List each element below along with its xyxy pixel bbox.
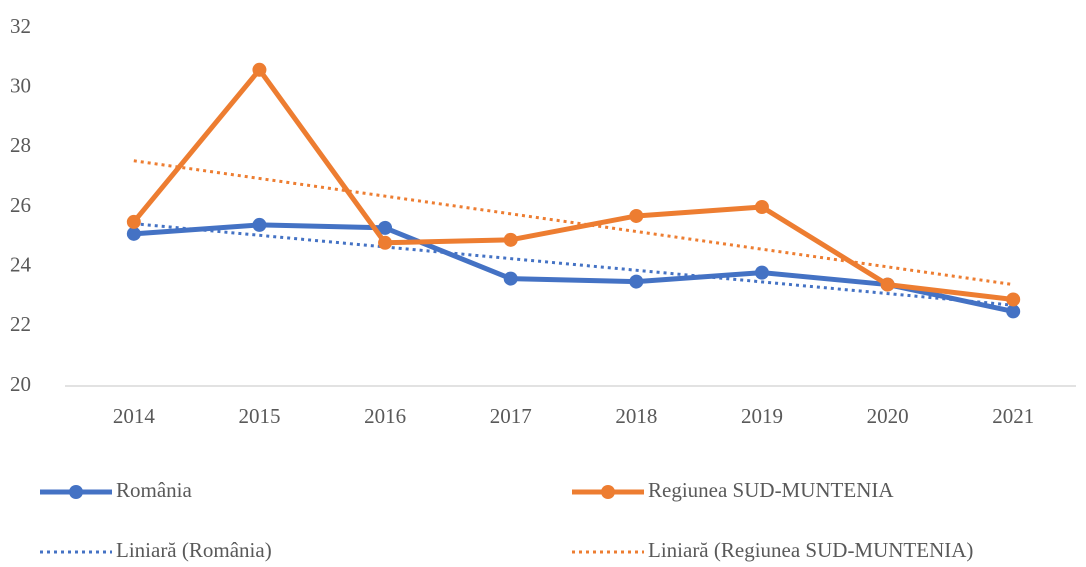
data-point [1006, 304, 1021, 319]
x-tick-label: 2021 [992, 404, 1034, 428]
data-point [378, 235, 393, 250]
legend-marker [69, 485, 83, 499]
y-tick-label: 30 [10, 73, 31, 97]
data-point [252, 217, 267, 232]
data-point [378, 220, 393, 235]
series-line [131, 67, 1014, 302]
legend-label: Liniară (Regiunea SUD-MUNTENIA) [648, 538, 973, 562]
data-point [126, 226, 141, 241]
series-line [133, 222, 1014, 314]
trendline [133, 222, 1014, 307]
data-point [754, 200, 769, 214]
data-point [880, 277, 895, 292]
y-tick-label: 26 [10, 193, 31, 217]
legend-label: Liniară (România) [116, 538, 272, 562]
data-point [503, 232, 518, 247]
x-tick-label: 2020 [867, 404, 909, 428]
legend-label: Regiunea SUD-MUNTENIA [648, 478, 894, 502]
data-point [629, 274, 644, 289]
x-tick-label: 2019 [741, 404, 783, 428]
legend-marker [601, 485, 615, 499]
data-point [1006, 292, 1021, 307]
x-tick-label: 2018 [615, 404, 657, 428]
x-tick-label: 2017 [490, 404, 532, 428]
data-point [126, 214, 141, 229]
x-tick-label: 2015 [238, 404, 280, 428]
data-point [252, 62, 267, 77]
y-tick-label: 28 [10, 133, 31, 157]
y-tick-label: 32 [10, 14, 31, 38]
x-tick-label: 2016 [364, 404, 406, 428]
data-point [754, 265, 769, 280]
data-point [503, 271, 518, 286]
trendline [133, 159, 1014, 287]
x-tick-label: 2014 [113, 404, 156, 428]
y-tick-label: 24 [10, 252, 32, 276]
y-tick-label: 22 [10, 312, 31, 336]
y-tick-label: 20 [10, 372, 31, 396]
legend-label: România [116, 478, 192, 502]
data-point [629, 208, 644, 223]
